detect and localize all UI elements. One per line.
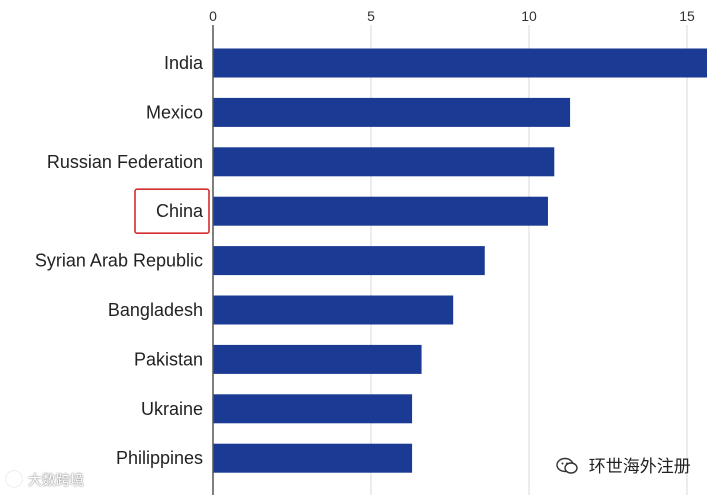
category-label: Syrian Arab Republic xyxy=(35,251,203,271)
watermark-left: 大数跨境 xyxy=(6,470,84,490)
bar xyxy=(213,344,422,374)
highlight-box xyxy=(134,188,210,234)
bar xyxy=(213,394,413,424)
category-label: Philippines xyxy=(116,448,203,468)
category-label: Mexico xyxy=(146,102,203,122)
watermark-left-text: 大数跨境 xyxy=(27,472,84,488)
category-label: China xyxy=(156,201,204,221)
watermark-right: 环世海外注册 xyxy=(556,452,691,477)
bar xyxy=(213,147,555,177)
bar xyxy=(213,295,454,325)
watermark-logo-icon xyxy=(6,471,22,487)
category-label: Bangladesh xyxy=(108,300,203,320)
category-label: Russian Federation xyxy=(47,152,203,172)
bar xyxy=(213,97,571,127)
category-label: Ukraine xyxy=(141,399,203,419)
x-tick-label: 0 xyxy=(209,8,217,24)
wechat-icon xyxy=(556,457,578,475)
bar xyxy=(213,48,707,78)
category-label: India xyxy=(164,53,204,73)
category-label: Pakistan xyxy=(134,349,203,369)
bar xyxy=(213,196,548,226)
watermark-right-text: 环世海外注册 xyxy=(588,457,691,476)
x-tick-label: 5 xyxy=(367,8,375,24)
bar xyxy=(213,246,485,276)
bar xyxy=(213,443,413,473)
x-tick-label: 15 xyxy=(679,8,695,24)
x-tick-label: 10 xyxy=(521,8,537,24)
